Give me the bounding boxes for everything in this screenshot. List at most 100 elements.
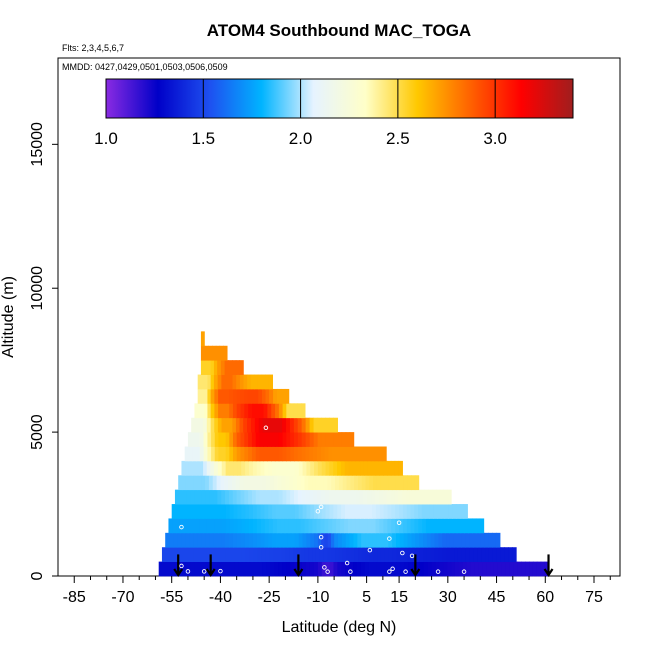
heatmap-cell [194,561,200,577]
heatmap-cell [328,489,334,505]
heatmap-cell [278,489,284,505]
heatmap-cell [254,561,259,577]
heatmap-cell [294,532,300,548]
heatmap-cell [414,518,419,534]
heatmap-cell [414,475,420,491]
heatmap-cell [207,446,212,462]
heatmap-cell [235,360,241,375]
heatmap-cell [271,403,276,419]
heatmap-cell [221,532,226,548]
heatmap-cell [361,532,366,548]
heatmap-cell [382,489,388,505]
heatmap-cell [388,547,394,563]
heatmap-cell [218,504,223,519]
heatmap-cell [200,331,204,347]
heatmap-cell [457,532,463,548]
heatmap-cell [321,417,327,433]
heatmap-cell [387,518,392,534]
heatmap-cell [217,417,223,433]
heatmap-cell [384,475,389,491]
heatmap-cell [229,547,235,563]
sample-marker [201,569,207,574]
sample-marker [344,560,350,566]
heatmap-cell [268,518,274,534]
heatmap-cell [207,374,212,390]
heatmap-cell [282,446,287,462]
heatmap-cell [283,460,288,476]
heatmap-cell [454,547,459,563]
heatmap-cell [280,518,286,534]
sample-marker [396,520,402,526]
heatmap-cell [452,504,457,519]
heatmap-cell [221,489,226,505]
heatmap-cell [236,388,241,404]
heatmap-cell [407,532,413,548]
heatmap-cell [377,547,382,563]
heatmap-cell [250,417,256,433]
heatmap-cell [228,417,233,433]
heatmap-cell [496,547,502,563]
heatmap-cell [287,460,292,476]
heatmap-cell [540,561,546,577]
heatmap-cell [384,561,390,577]
heatmap-cell [361,547,367,563]
heatmap-cell [440,504,446,519]
heatmap-cell [261,547,267,563]
heatmap-cell [313,417,319,433]
heatmap-cell [197,388,202,404]
heatmap-cell [168,518,173,534]
heatmap-cell [437,518,442,534]
heatmap-cell [203,432,209,447]
heatmap-cell [332,446,337,462]
heatmap-cell [478,561,483,577]
heatmap-cell [218,403,223,419]
heatmap-cell [198,504,204,519]
heatmap-cell [232,374,237,390]
heatmap-cell [345,432,351,447]
heatmap-cell [521,561,526,577]
heatmap-cell [312,547,317,563]
heatmap-cell [379,460,384,476]
heatmap-cell [258,475,264,491]
x-tick-label: 15 [390,589,408,606]
heatmap-cell [302,532,308,548]
heatmap-cell [439,561,444,577]
heatmap-cell [392,547,397,563]
heatmap-cell [182,489,188,505]
heatmap-cell [309,489,314,505]
heatmap-cell [201,547,207,563]
heatmap-cell [181,532,186,548]
heatmap-cell [300,518,306,534]
heatmap-cell [247,388,252,404]
heatmap-cell [222,518,227,534]
heatmap-cell [257,547,263,563]
heatmap-cell [290,403,295,419]
heatmap-cell [291,460,296,476]
heatmap-cell [249,518,254,534]
heatmap-cell [278,403,284,419]
heatmap-cell [372,504,377,519]
heatmap-cell [386,489,392,505]
heatmap-cell [247,475,252,491]
heatmap-cell [359,518,365,534]
sample-marker [318,544,324,550]
heatmap-cell [187,518,193,534]
y-tick-label: 5000 [29,414,46,450]
heatmap-cell [189,547,195,563]
heatmap-cell [301,417,307,433]
heatmap-cell [197,475,202,491]
heatmap-cell [353,561,358,577]
heatmap-cell [212,345,217,361]
heatmap-cell [443,561,448,577]
y-tick-label: 0 [29,571,46,580]
heatmap-cell [210,360,215,375]
heatmap-cell [365,532,370,548]
heatmap-cell [347,446,353,462]
heatmap-cell [256,518,262,534]
heatmap-cell [225,460,231,476]
heatmap-cell [206,417,212,433]
heatmap-cell [512,547,517,563]
heatmap-cell [250,374,255,390]
heatmap-cell [256,504,262,519]
sample-marker [263,425,269,431]
